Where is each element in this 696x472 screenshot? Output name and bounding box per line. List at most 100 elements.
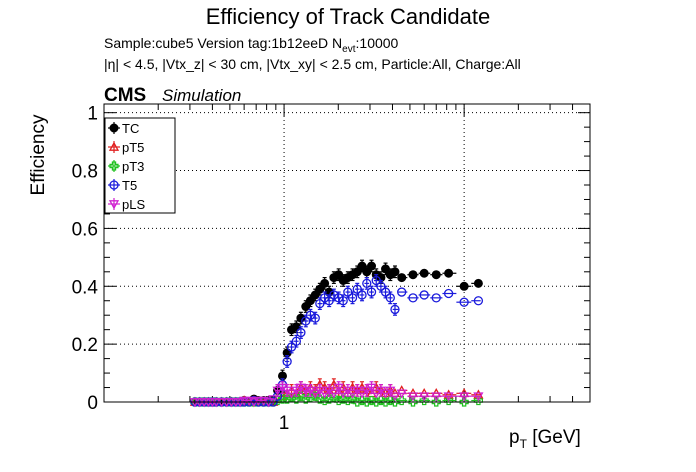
- data-point: [324, 386, 335, 396]
- data-point: [473, 392, 484, 402]
- data-point: [444, 268, 454, 278]
- data-point: [343, 395, 353, 406]
- data-point: [314, 386, 325, 396]
- x-axis-title-sub: T: [520, 437, 528, 451]
- plot-frame: [103, 103, 591, 403]
- data-point: [356, 389, 368, 399]
- data-point: [357, 395, 367, 406]
- data-point: [310, 313, 320, 323]
- y-tick-label: 0.8: [72, 162, 98, 183]
- y-tick-label: 1: [87, 104, 98, 125]
- data-point: [329, 290, 339, 300]
- legend-entry-pt5: pT5: [108, 140, 144, 155]
- data-point: [419, 290, 429, 300]
- data-point: [371, 389, 382, 399]
- x-axis-title: pT [GeV]: [509, 427, 581, 451]
- data-point: [338, 389, 349, 399]
- data-point: [282, 356, 292, 367]
- data-point: [459, 281, 469, 291]
- data-point: [431, 270, 441, 280]
- subtitle-line1-text: Sample:cube5 Version tag:1b12eeD N: [104, 35, 342, 51]
- data-point: [239, 396, 250, 406]
- y-tick-label: 0.4: [72, 277, 99, 298]
- data-point: [385, 386, 396, 396]
- x-axis-title-unit: [GeV]: [527, 427, 581, 448]
- data-point: [362, 278, 372, 289]
- data-point: [362, 397, 372, 407]
- data-point: [390, 304, 400, 315]
- data-point: [305, 310, 316, 320]
- data-point: [347, 389, 358, 399]
- data-point: [375, 386, 387, 396]
- x-tick-label: 1: [279, 413, 290, 434]
- data-point: [291, 386, 302, 396]
- data-point: [419, 392, 430, 402]
- legend-marker: [108, 200, 120, 210]
- data-point: [338, 296, 348, 306]
- data-point: [431, 397, 441, 407]
- data-point: [282, 394, 292, 404]
- subtitle-line1-end: :10000: [356, 35, 399, 51]
- legend-label: pLS: [122, 197, 145, 212]
- data-point: [367, 261, 377, 271]
- data-point: [296, 313, 306, 323]
- data-point: [352, 397, 362, 407]
- data-point: [371, 397, 381, 407]
- data-point: [459, 297, 469, 307]
- data-point: [320, 278, 330, 288]
- data-point: [419, 395, 429, 406]
- data-point: [396, 389, 407, 399]
- data-point: [443, 392, 454, 402]
- y-tick-label: 0.2: [72, 335, 98, 356]
- cms-label: CMS: [104, 85, 146, 106]
- data-point: [334, 395, 344, 406]
- data-point: [473, 395, 483, 406]
- data-point: [473, 296, 484, 306]
- data-point: [397, 273, 407, 283]
- data-point: [407, 392, 419, 402]
- chart-subtitle-line2: |η| < 4.5, |Vtx_z| < 30 cm, |Vtx_xy| < 2…: [104, 56, 521, 72]
- chart-subtitle-line1: Sample:cube5 Version tag:1b12eeD Nevt:10…: [104, 35, 399, 55]
- data-point: [357, 290, 367, 300]
- data-point: [408, 293, 418, 303]
- y-tick-label: 0: [87, 393, 98, 414]
- data-point: [431, 392, 442, 402]
- data-point: [286, 389, 297, 399]
- data-point: [319, 389, 330, 399]
- data-point: [473, 389, 484, 399]
- chart-title: Efficiency of Track Candidate: [206, 4, 491, 29]
- data-point: [408, 270, 418, 280]
- data-point: [385, 395, 395, 406]
- data-point: [320, 395, 330, 406]
- legend-label: TC: [122, 121, 139, 136]
- data-point: [352, 386, 363, 396]
- data-point: [366, 287, 377, 297]
- data-point: [408, 397, 418, 407]
- data-point: [366, 395, 377, 406]
- data-point: [282, 386, 293, 396]
- data-point: [361, 386, 372, 396]
- legend-label: pT5: [122, 140, 144, 155]
- data-point: [338, 394, 348, 404]
- data-series: [189, 259, 484, 408]
- simulation-label: Simulation: [162, 86, 241, 105]
- data-point: [397, 287, 407, 297]
- data-point: [253, 396, 264, 406]
- data-point: [443, 288, 454, 299]
- data-point: [328, 389, 339, 399]
- data-point: [333, 383, 344, 393]
- data-point: [296, 327, 306, 338]
- legend: TC pT5 pT3 T5 pLS: [104, 117, 176, 214]
- data-point: [431, 293, 441, 303]
- subtitle-line1-sub: evt: [342, 44, 356, 55]
- data-point: [389, 392, 401, 402]
- data-point: [390, 267, 400, 277]
- data-point: [459, 392, 470, 402]
- legend-marker: [109, 123, 119, 133]
- legend-label: T5: [122, 178, 137, 193]
- legend-label: pT3: [122, 159, 144, 174]
- data-point: [473, 278, 483, 288]
- data-point: [419, 268, 429, 278]
- x-axis-title-main: p: [509, 427, 520, 448]
- data-point: [366, 383, 377, 393]
